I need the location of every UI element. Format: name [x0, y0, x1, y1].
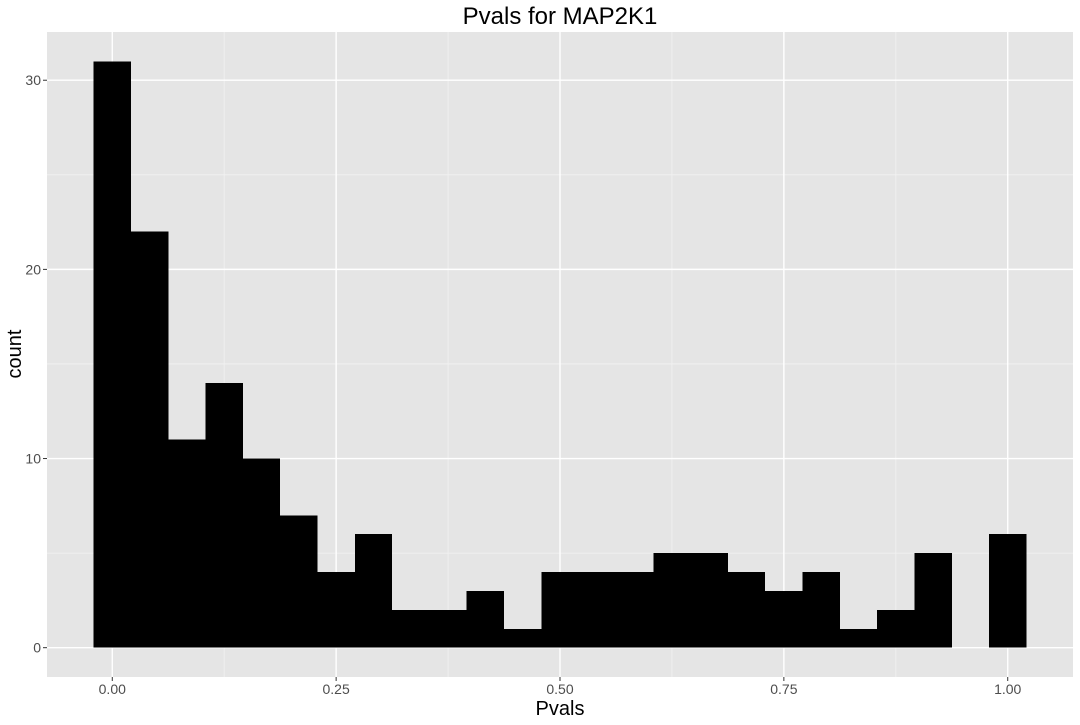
histogram-bar: [354, 534, 393, 648]
chart-title: Pvals for MAP2K1: [463, 3, 658, 30]
histogram-bar: [317, 572, 355, 648]
y-axis: 0 10 20 30: [25, 72, 47, 656]
x-axis-title: Pvals: [536, 698, 585, 720]
histogram-bar: [615, 572, 654, 648]
x-tick-label: 0.50: [546, 681, 573, 697]
x-tick-label: 0.00: [99, 681, 126, 697]
histogram-bar: [989, 534, 1027, 648]
y-tick-label: 0: [33, 640, 41, 656]
histogram-bar: [877, 609, 915, 648]
histogram-bar: [727, 572, 766, 648]
x-tick-label: 1.00: [994, 681, 1021, 697]
y-tick-label: 20: [25, 261, 41, 277]
x-tick-label: 0.75: [770, 681, 797, 697]
y-tick-label: 10: [25, 451, 41, 467]
histogram-bar: [93, 61, 131, 648]
histogram-bar: [466, 590, 505, 648]
x-axis: 0.00 0.25 0.50 0.75 1.00: [99, 677, 1022, 697]
y-tick-label: 30: [25, 72, 41, 88]
histogram-bar: [503, 628, 542, 648]
x-tick-label: 0.25: [323, 681, 350, 697]
histogram-bar: [392, 609, 430, 648]
histogram-bar: [578, 572, 617, 648]
y-axis-title: count: [4, 329, 26, 378]
histogram-bar: [541, 572, 579, 648]
histogram-bar: [168, 439, 206, 648]
histogram-bar: [765, 590, 803, 648]
histogram-bar: [280, 515, 318, 648]
histogram-bars: [93, 61, 1027, 648]
histogram-bar: [839, 628, 878, 648]
histogram-bar: [802, 572, 840, 648]
histogram-bar: [130, 231, 169, 648]
histogram-bar: [242, 458, 281, 648]
histogram-bar: [429, 609, 467, 648]
histogram-bar: [690, 553, 728, 648]
histogram-bar: [914, 553, 952, 648]
histogram-bar: [653, 553, 691, 648]
histogram-bar: [205, 382, 243, 648]
